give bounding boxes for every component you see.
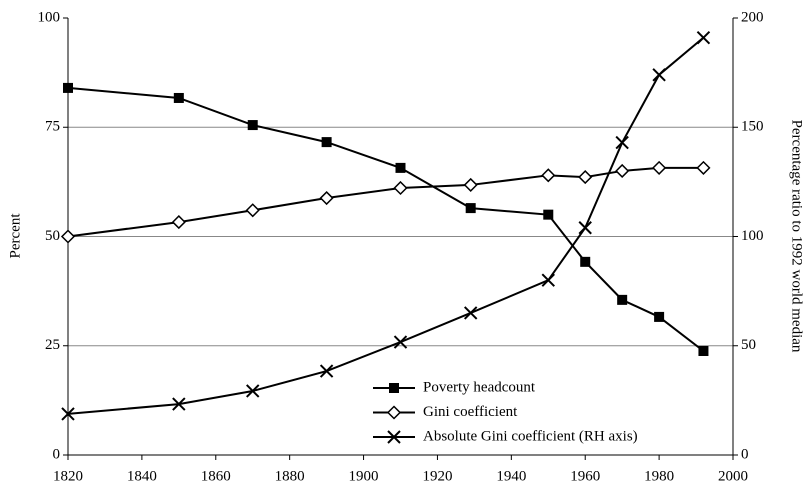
y2-tick-label: 0	[741, 446, 749, 462]
marker	[541, 168, 556, 183]
marker	[541, 273, 555, 287]
marker	[319, 364, 334, 378]
y-tick-label: 75	[45, 119, 60, 135]
x-tick-label: 1820	[53, 468, 83, 484]
marker	[245, 203, 260, 218]
x-tick-label: 1900	[349, 468, 379, 484]
x-tick-label: 1940	[496, 468, 526, 484]
marker	[615, 135, 629, 150]
marker	[60, 229, 76, 244]
marker	[580, 256, 591, 267]
y-axis-label: Percent	[7, 213, 23, 259]
marker	[389, 383, 399, 393]
marker	[543, 209, 554, 220]
marker	[387, 430, 401, 444]
legend-label: Poverty headcount	[423, 379, 536, 395]
marker	[696, 30, 711, 45]
marker	[654, 311, 665, 322]
marker	[173, 92, 184, 103]
marker	[698, 345, 709, 356]
marker	[652, 68, 666, 82]
y-tick-label: 25	[45, 337, 60, 353]
y2-tick-label: 50	[741, 337, 756, 353]
x-tick-label: 1980	[644, 468, 674, 484]
y2-axis-label: Percentage ratio to 1992 world median	[789, 120, 805, 353]
marker	[393, 335, 408, 349]
series-line	[67, 36, 705, 415]
marker	[171, 215, 186, 230]
x-tick-label: 2000	[718, 468, 748, 484]
marker	[386, 405, 402, 420]
y2-tick-label: 200	[741, 9, 764, 25]
marker	[617, 294, 628, 305]
marker	[463, 177, 478, 192]
marker	[63, 82, 73, 93]
legend-label: Gini coefficient	[423, 404, 518, 420]
marker	[246, 384, 260, 398]
marker	[319, 190, 334, 206]
legend-label: Absolute Gini coefficient (RH axis)	[423, 428, 638, 444]
marker	[578, 221, 592, 235]
x-tick-label: 1920	[422, 468, 452, 484]
y-tick-label: 0	[53, 446, 61, 462]
marker	[393, 180, 408, 196]
marker	[465, 203, 476, 214]
marker	[615, 163, 630, 179]
y2-tick-label: 100	[741, 228, 764, 244]
marker	[61, 407, 75, 421]
marker	[652, 160, 667, 175]
x-tick-label: 1840	[127, 468, 157, 484]
marker	[696, 160, 711, 175]
y-tick-label: 100	[38, 9, 61, 25]
x-tick-label: 1880	[275, 468, 305, 484]
x-tick-label: 1860	[201, 468, 231, 484]
marker	[247, 120, 258, 131]
marker	[578, 170, 593, 185]
marker	[395, 162, 406, 173]
x-tick-label: 1960	[570, 468, 600, 484]
series-line	[67, 166, 704, 238]
marker	[321, 137, 332, 148]
marker	[463, 306, 478, 320]
y-tick-label: 50	[45, 228, 60, 244]
y2-tick-label: 150	[741, 119, 764, 135]
marker	[172, 397, 186, 411]
